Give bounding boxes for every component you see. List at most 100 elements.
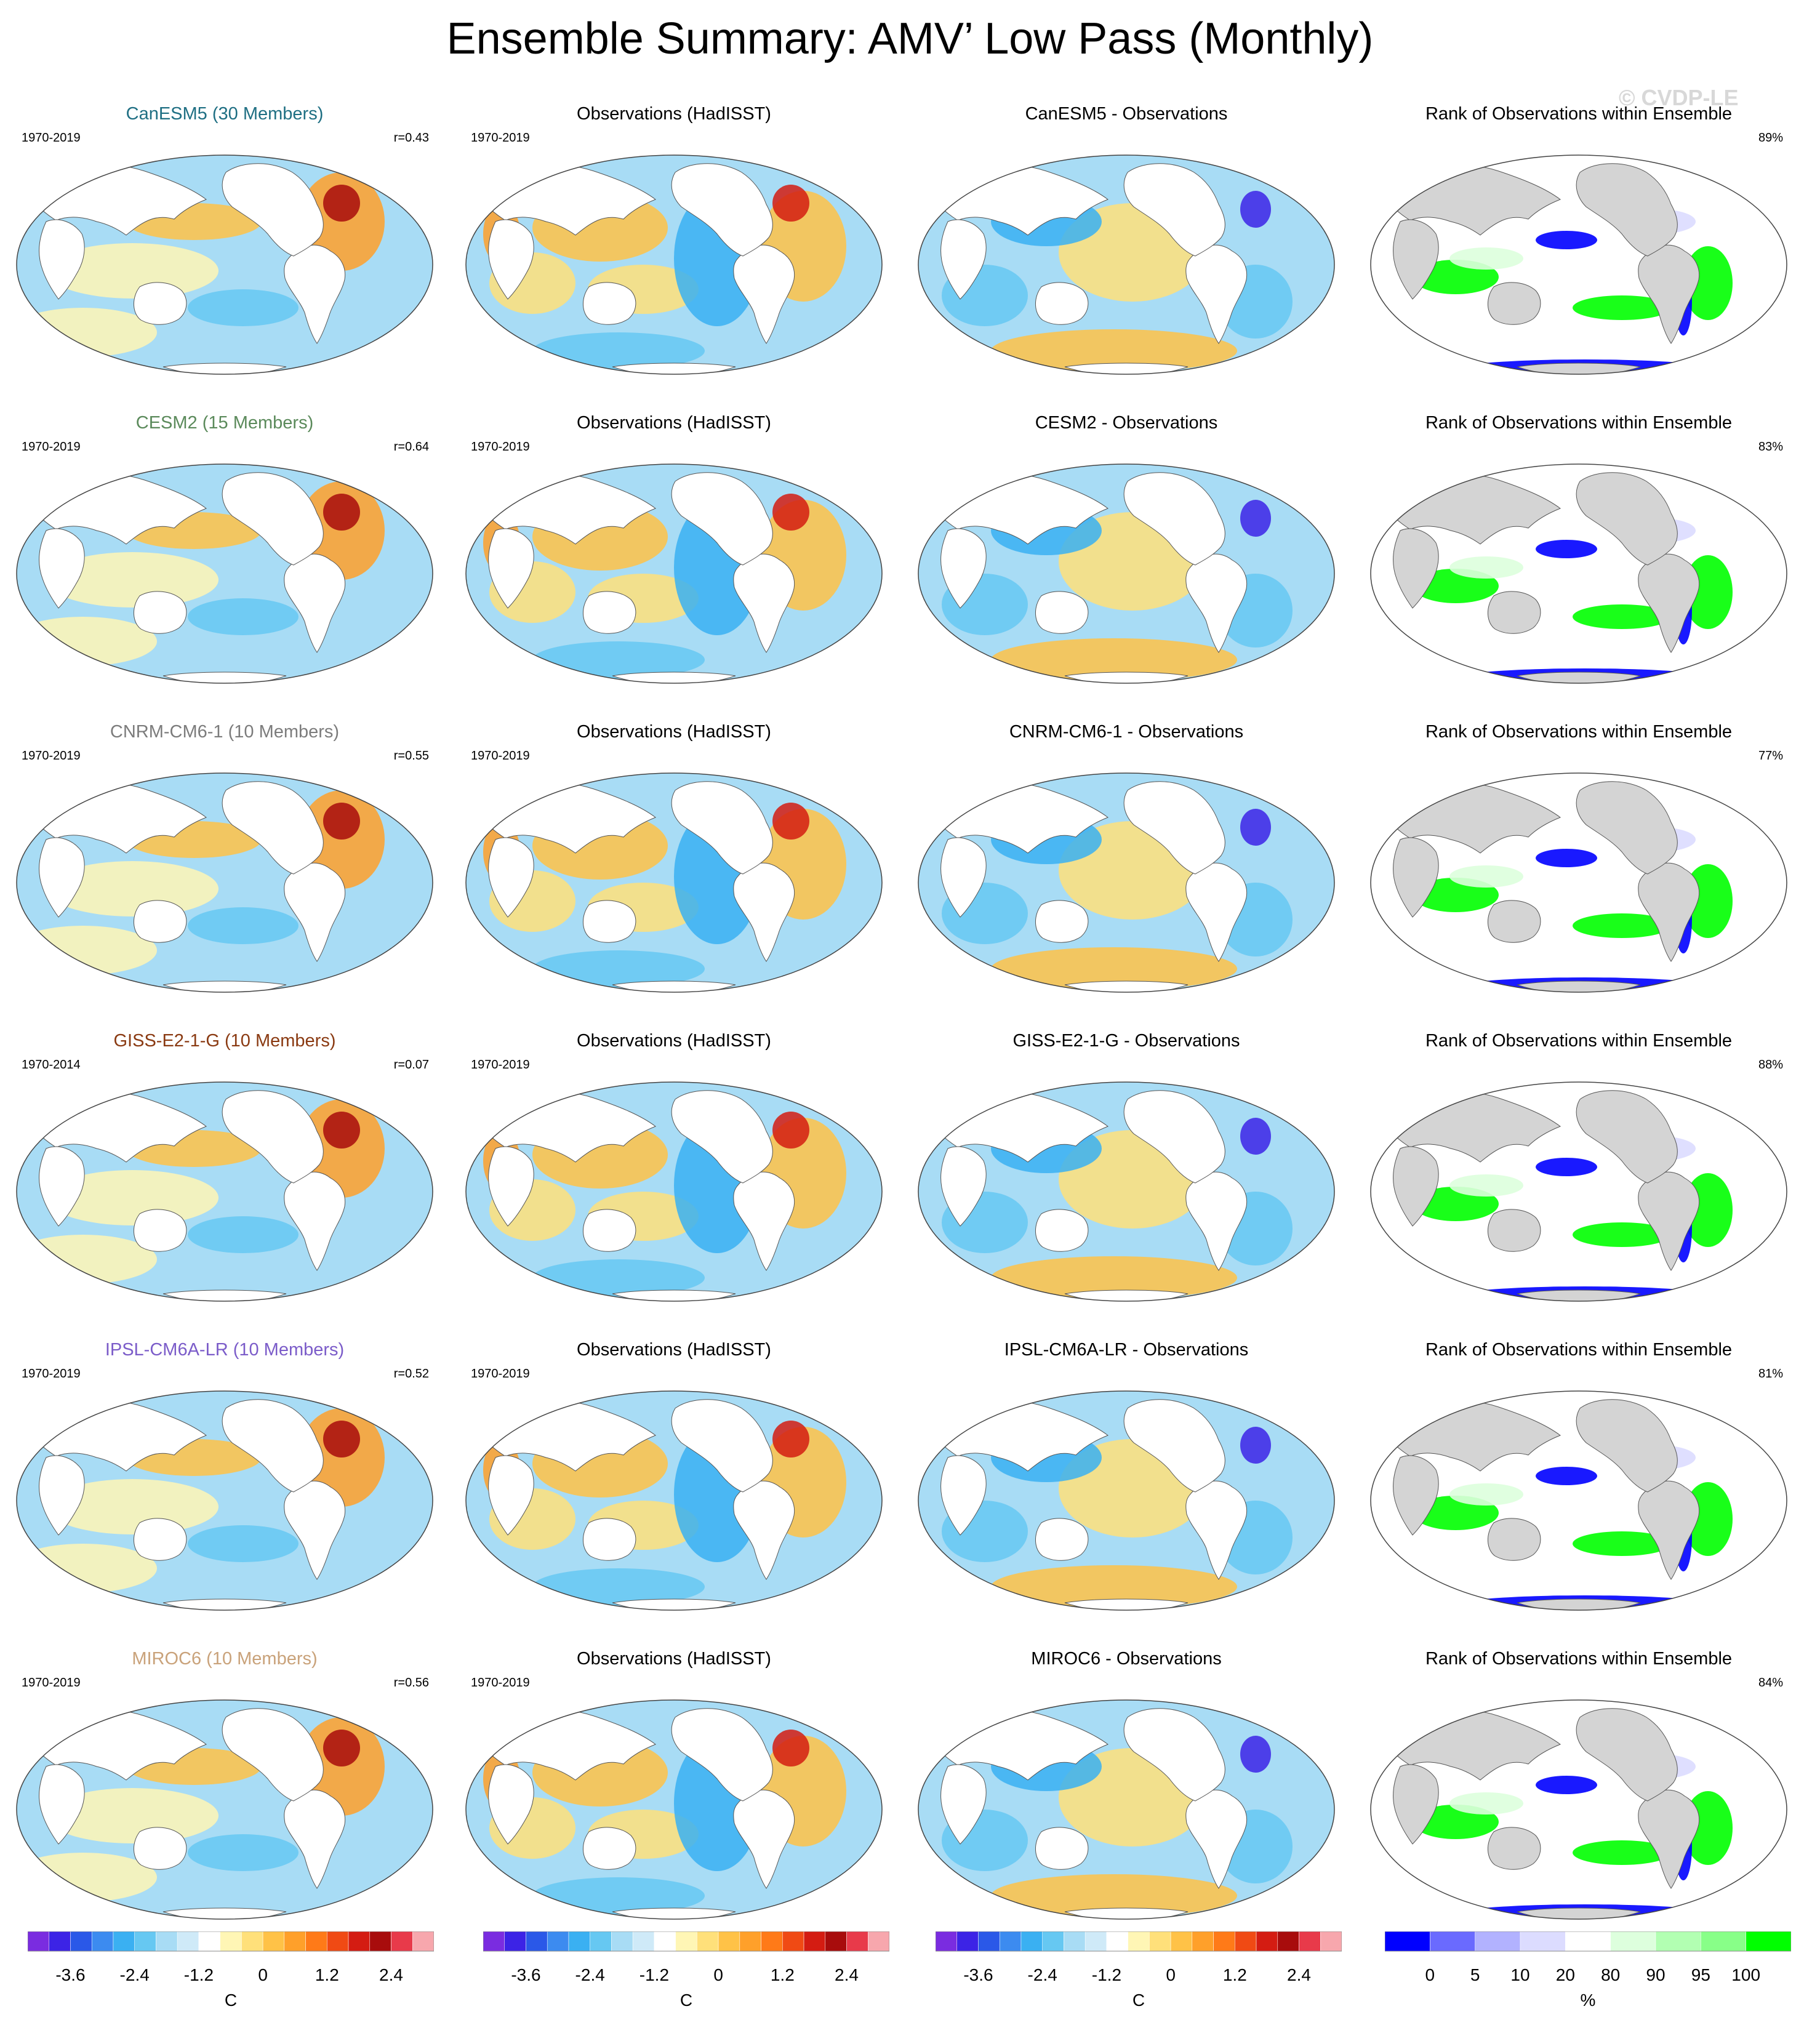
colorbar-swatch — [1084, 1931, 1107, 1952]
colorbar-swatch — [1170, 1931, 1193, 1952]
diff-title: GISS-E2-1-G - Observations — [1012, 1031, 1240, 1051]
diff-map — [918, 1699, 1335, 1920]
colorbar-tick-label: -1.2 — [639, 1965, 669, 1984]
model-title: MIROC6 (10 Members) — [132, 1649, 318, 1669]
colorbar-tick-label: -3.6 — [55, 1965, 85, 1984]
colorbar-scale: -3.6-2.4-1.201.22.43.6 — [936, 1931, 1342, 1984]
panel-obs: Observations (HadISST) 1970-2019 — [459, 1322, 889, 1621]
obs-title: Observations (HadISST) — [577, 413, 771, 433]
period-label: 1970-2014 — [22, 1058, 81, 1072]
colorbar-swatch — [327, 1931, 349, 1952]
panel-rank: Rank of Observations within Ensemble 88% — [1363, 1013, 1794, 1312]
colorbar-swatch — [241, 1931, 263, 1952]
colorbar-swatch — [198, 1931, 220, 1952]
model-title: GISS-E2-1-G (10 Members) — [113, 1031, 336, 1051]
colorbar-tick-label: -2.4 — [575, 1965, 605, 1984]
colorbar-tick-label: -3.6 — [963, 1965, 993, 1984]
rank-map — [1370, 1390, 1787, 1611]
colorbar-swatch — [978, 1931, 1000, 1952]
pattern-correlation: r=0.52 — [393, 1367, 429, 1381]
panel-diff: IPSL-CM6A-LR - Observations — [911, 1322, 1342, 1621]
period-label: 1970-2019 — [22, 440, 81, 454]
colorbar-swatch — [1192, 1931, 1214, 1952]
colorbar-swatch — [1299, 1931, 1321, 1952]
colorbar-swatch — [70, 1931, 92, 1952]
colorbar-swatch — [113, 1931, 135, 1952]
obs-map — [465, 154, 883, 375]
model-title: CESM2 (15 Members) — [135, 413, 314, 433]
panel-obs: Observations (HadISST) 1970-2019 — [459, 1631, 889, 1930]
colorbar-swatch — [1213, 1931, 1235, 1952]
obs-map — [465, 1699, 883, 1920]
colorbar-swatch — [825, 1931, 847, 1952]
colorbar-swatch — [412, 1931, 434, 1952]
colorbar-swatch — [1320, 1931, 1342, 1952]
colorbar-swatch — [1128, 1931, 1150, 1952]
model-title: IPSL-CM6A-LR (10 Members) — [105, 1340, 345, 1360]
rank-title: Rank of Observations within Ensemble — [1425, 104, 1733, 124]
obs-title: Observations (HadISST) — [577, 104, 771, 124]
colorbar-swatch — [1256, 1931, 1278, 1952]
colorbar-tick-label: 0 — [258, 1965, 268, 1984]
diff-map — [918, 1390, 1335, 1611]
colorbar-swatch — [1277, 1931, 1299, 1952]
colorbar-unit: % — [1580, 1991, 1596, 2010]
period-label: 1970-2019 — [471, 440, 530, 454]
colorbar: 0 5 10 20 80 90 95 100% — [1385, 1931, 1791, 2011]
period-label: 1970-2019 — [22, 749, 81, 763]
model-map — [16, 1699, 433, 1920]
panel-obs: Observations (HadISST) 1970-2019 — [459, 86, 889, 385]
panel-rank: Rank of Observations within Ensemble 81% — [1363, 1322, 1794, 1621]
period-label: 1970-2019 — [471, 1058, 530, 1072]
rank-map — [1370, 463, 1787, 684]
colorbar-swatch — [675, 1931, 697, 1952]
colorbar-swatch — [262, 1931, 285, 1952]
watermark: © CVDP-LE — [1619, 85, 1739, 110]
colorbar-swatch — [1064, 1931, 1086, 1952]
obs-title: Observations (HadISST) — [577, 722, 771, 742]
panel-obs: Observations (HadISST) 1970-2019 — [459, 395, 889, 694]
colorbar-swatch — [28, 1931, 49, 1952]
diff-map — [918, 154, 1335, 375]
colorbar-swatch — [391, 1931, 413, 1952]
rank-percent: 83% — [1758, 440, 1783, 454]
colorbar-tick-label: 0 — [713, 1965, 723, 1984]
period-label: 1970-2019 — [22, 1676, 81, 1690]
panel-rank: Rank of Observations within Ensemble 83% — [1363, 395, 1794, 694]
colorbar-scale: 0 5 10 20 80 90 95 100 — [1385, 1931, 1791, 1984]
panel-model: CNRM-CM6-1 (10 Members) 1970-2019 r=0.55 — [9, 704, 440, 1003]
colorbar-swatch — [526, 1931, 548, 1952]
colorbar-swatch — [1565, 1931, 1611, 1952]
diff-title: CESM2 - Observations — [1035, 413, 1218, 433]
panel-model: IPSL-CM6A-LR (10 Members) 1970-2019 r=0.52 — [9, 1322, 440, 1621]
rank-percent: 88% — [1758, 1058, 1783, 1072]
obs-map — [465, 1081, 883, 1302]
colorbar-swatch — [803, 1931, 826, 1952]
colorbar-swatch — [1430, 1931, 1475, 1952]
panel-rank: Rank of Observations within Ensemble 84% — [1363, 1631, 1794, 1930]
colorbar-swatch — [305, 1931, 327, 1952]
period-label: 1970-2019 — [471, 1367, 530, 1381]
colorbar-swatch — [568, 1931, 590, 1952]
panel-diff: CESM2 - Observations — [911, 395, 1342, 694]
rank-percent: 89% — [1758, 131, 1783, 145]
panel-model: MIROC6 (10 Members) 1970-2019 r=0.56 — [9, 1631, 440, 1930]
pattern-correlation: r=0.07 — [393, 1058, 429, 1072]
diff-title: CNRM-CM6-1 - Observations — [1009, 722, 1244, 742]
colorbar-tick-label: 2.4 — [835, 1965, 859, 1984]
figure-title: Ensemble Summary: AMV’ Low Pass (Monthly… — [446, 14, 1374, 63]
colorbar-tick-label: -3.6 — [511, 1965, 540, 1984]
rank-title: Rank of Observations within Ensemble — [1425, 413, 1733, 433]
obs-title: Observations (HadISST) — [577, 1340, 771, 1360]
colorbar-unit: C — [679, 1991, 693, 2010]
obs-map — [465, 1390, 883, 1611]
colorbar-swatch — [999, 1931, 1022, 1952]
colorbar-swatch — [956, 1931, 979, 1952]
colorbar-swatch — [936, 1931, 957, 1952]
colorbar-swatch — [348, 1931, 371, 1952]
colorbar-swatch — [1149, 1931, 1171, 1952]
pattern-correlation: r=0.64 — [393, 440, 429, 454]
period-label: 1970-2019 — [471, 131, 530, 145]
diff-title: MIROC6 - Observations — [1031, 1649, 1222, 1669]
colorbar-swatch — [1655, 1931, 1701, 1952]
